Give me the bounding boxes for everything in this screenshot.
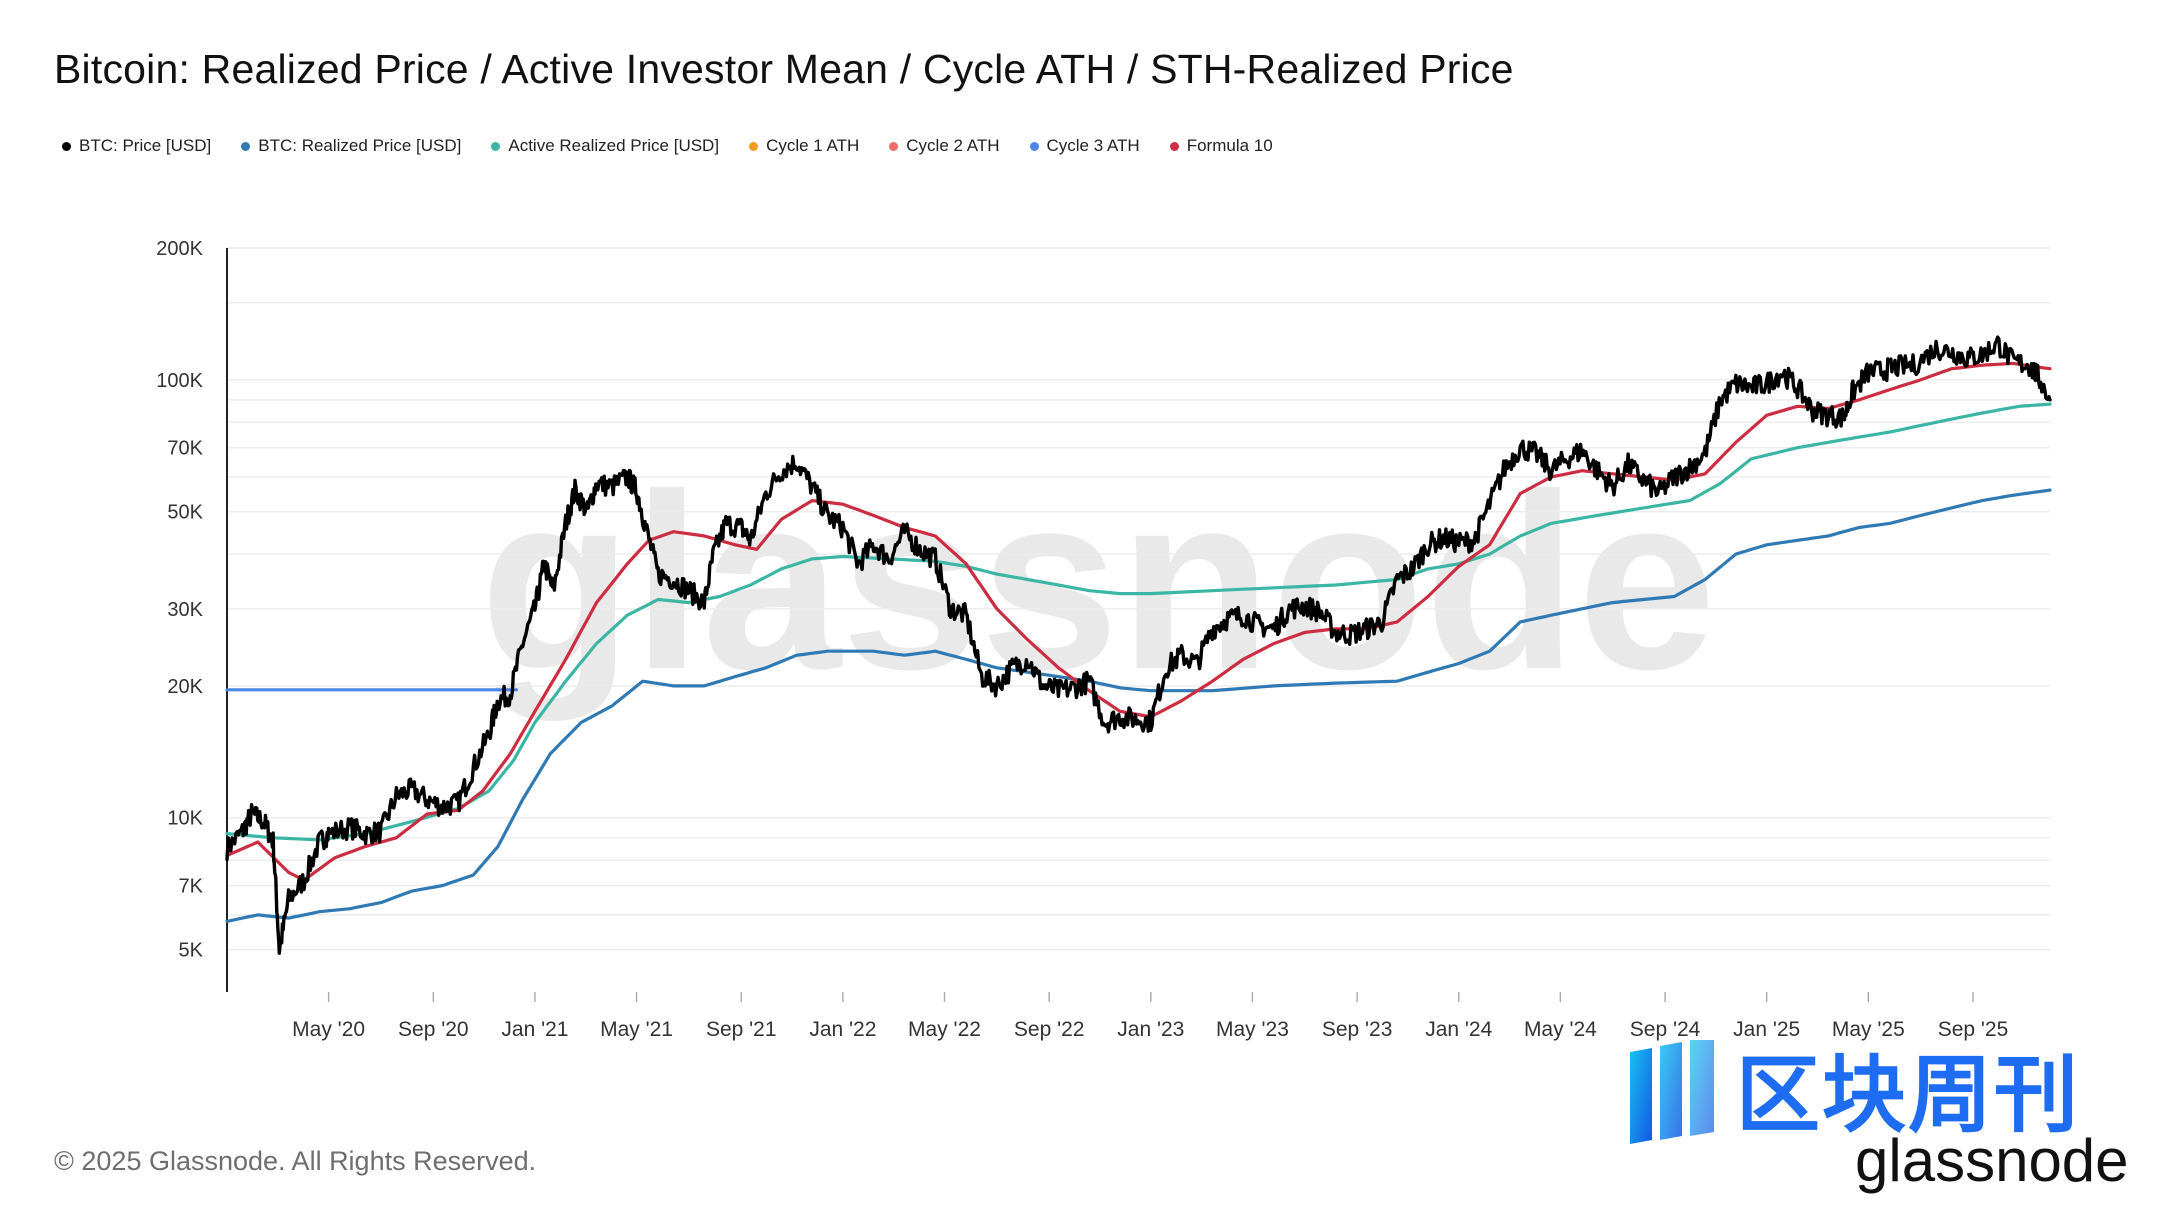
legend-label: Active Realized Price [USD] [508,136,720,155]
x-tick-label: Jan '23 [1117,1018,1184,1041]
x-tick-label: May '22 [908,1018,981,1041]
legend-label: BTC: Realized Price [USD] [258,136,462,155]
x-tick-label: Sep '20 [398,1018,469,1041]
x-tick-label: May '23 [1216,1018,1289,1041]
x-tick-label: Jan '21 [501,1018,568,1041]
series-line-formula-10 [225,361,2052,882]
legend-item[interactable]: BTC: Price [USD] [62,136,211,156]
x-tick-label: May '25 [1832,1018,1905,1041]
legend-dot-icon [1169,141,1179,151]
series-line-active-realized-price-usd [225,402,2052,842]
legend-dot-icon [889,141,899,151]
legend: BTC: Price [USD] BTC: Realized Price [USD… [62,136,1273,156]
legend-item[interactable]: Cycle 1 ATH [749,136,859,156]
legend-dot-icon [491,141,501,151]
legend-dot-icon [62,141,71,151]
chart-title: Bitcoin: Realized Price / Active Investo… [54,46,1514,92]
y-tick-label: 10K [167,808,203,830]
y-tick-label: 70K [167,438,203,460]
y-tick-label: 50K [167,502,203,524]
y-tick-label: 7K [179,876,204,898]
brand-logo: 区块周刊 [1622,1040,2080,1150]
legend-label: Formula 10 [1186,136,1273,155]
legend-item[interactable]: Active Realized Price [USD] [491,136,719,156]
y-tick-label: 100K [156,370,203,392]
x-tick-label: Jan '22 [809,1018,876,1041]
x-tick-label: Jan '25 [1733,1018,1800,1041]
x-tick-label: May '20 [292,1018,365,1041]
brand-chinese-text: 区块周刊 [1736,1046,2081,1144]
brand-mark-icon [1630,1040,1714,1144]
x-tick-label: Sep '22 [1014,1018,1085,1041]
legend-dot-icon [241,141,251,151]
watermark: glassnode [480,442,1716,721]
y-tick-label: 5K [179,940,204,962]
legend-label: Cycle 1 ATH [766,136,860,155]
series-line-btc-price-usd [225,335,2052,955]
copyright-footer: © 2025 Glassnode. All Rights Reserved. [54,1146,537,1176]
x-tick-label: Sep '25 [1938,1018,2009,1041]
legend-item[interactable]: Cycle 2 ATH [889,136,1000,156]
x-tick-label: May '21 [600,1018,673,1041]
y-tick-label: 30K [167,599,203,621]
legend-label: Cycle 2 ATH [906,136,1000,155]
legend-item[interactable]: BTC: Realized Price [USD] [241,136,461,156]
brand-english-text: glassnode [1855,1127,2129,1194]
x-tick-label: Sep '24 [1630,1018,1701,1041]
x-tick-label: Sep '23 [1322,1018,1393,1041]
legend-item[interactable]: Formula 10 [1169,136,1273,156]
x-tick-label: Jan '24 [1425,1018,1492,1041]
x-tick-label: May '24 [1524,1018,1597,1041]
y-tick-label: 20K [167,676,203,698]
x-tick-label: Sep '21 [706,1018,777,1041]
legend-item[interactable]: Cycle 3 ATH [1029,136,1140,156]
legend-label: BTC: Price [USD] [79,136,212,155]
legend-dot-icon [1029,141,1039,151]
y-tick-label: 200K [156,238,203,260]
legend-dot-icon [749,141,759,151]
legend-label: Cycle 3 ATH [1046,136,1140,155]
